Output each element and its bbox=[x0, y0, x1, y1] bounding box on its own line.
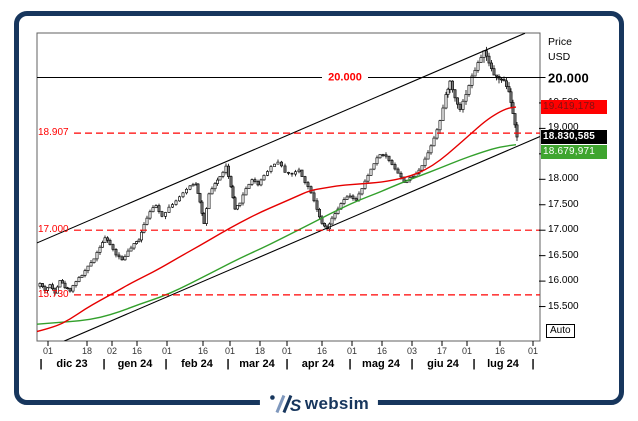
price-axis-title-line2: USD bbox=[548, 51, 571, 63]
y-tick-label-20.000: 20.000 bbox=[548, 70, 589, 85]
month-separator: | bbox=[472, 358, 476, 370]
day-tick-label: 18 bbox=[81, 345, 93, 356]
day-tick-label: 02 bbox=[106, 345, 118, 356]
plot-layers bbox=[37, 33, 540, 341]
websim-logo: S websim bbox=[259, 392, 379, 415]
y-tick-label-18.000: 18.000 bbox=[548, 173, 579, 185]
price-axis-title: Price USD bbox=[548, 35, 572, 65]
month-separator: | bbox=[285, 358, 289, 370]
price-badge-ma-fast-value: 19.419,178 bbox=[541, 100, 607, 115]
price-axis-title-line1: Price bbox=[548, 36, 572, 48]
ma-slow-line bbox=[37, 143, 517, 325]
day-tick-label: 01 bbox=[161, 345, 173, 356]
month-label-giu-24: giu 24 bbox=[427, 358, 459, 370]
channel-lower-line bbox=[63, 136, 540, 341]
level-label-17.000: 17.000 bbox=[38, 224, 69, 236]
day-tick-label: 01 bbox=[346, 345, 358, 356]
day-tick-label: 01 bbox=[281, 345, 293, 356]
month-separator: | bbox=[226, 358, 230, 370]
month-separator: | bbox=[102, 358, 106, 370]
y-tick-label-19.000: 19.000 bbox=[548, 122, 579, 134]
day-tick-label: 16 bbox=[316, 345, 328, 356]
level-label-15.730: 15.730 bbox=[38, 288, 69, 300]
month-separator: | bbox=[348, 358, 352, 370]
day-tick-label: 01 bbox=[527, 345, 539, 356]
y-tick-label-17.000: 17.000 bbox=[548, 224, 579, 236]
month-label-mar-24: mar 24 bbox=[239, 358, 275, 370]
day-tick-label: 16 bbox=[494, 345, 506, 356]
month-separator: | bbox=[164, 358, 168, 370]
month-label-apr-24: apr 24 bbox=[301, 358, 335, 370]
month-separator: | bbox=[39, 358, 43, 370]
day-tick-label: 01 bbox=[224, 345, 236, 356]
candles-layer bbox=[38, 46, 519, 296]
y-tick-label-16.000: 16.000 bbox=[548, 275, 579, 287]
day-tick-label: 17 bbox=[436, 345, 448, 356]
channel-upper-line bbox=[37, 33, 526, 244]
ma-fast-line bbox=[37, 106, 517, 333]
day-tick-label: 03 bbox=[406, 345, 418, 356]
price-badge-last-price-value: 18.830,585 bbox=[541, 130, 607, 145]
month-label-dic-23: dic 23 bbox=[56, 358, 88, 370]
price-badge-ma-slow-value: 18.679,971 bbox=[541, 145, 607, 160]
month-label-feb-24: feb 24 bbox=[181, 358, 213, 370]
day-tick-label: 01 bbox=[42, 345, 54, 356]
websim-logo-text: websim bbox=[304, 393, 370, 413]
svg-text:S: S bbox=[290, 396, 302, 415]
auto-scale-button[interactable]: Auto bbox=[546, 324, 575, 338]
y-tick-label-16.500: 16.500 bbox=[548, 249, 579, 261]
y-tick-label-17.500: 17.500 bbox=[548, 198, 579, 210]
month-separator: | bbox=[531, 358, 535, 370]
level-label-18.907: 18.907 bbox=[38, 127, 69, 139]
month-label-mag-24: mag 24 bbox=[362, 358, 400, 370]
websim-logo-mark: S bbox=[270, 394, 302, 415]
month-separator: | bbox=[410, 358, 414, 370]
level-label-20.000: 20.000 bbox=[328, 71, 362, 83]
day-tick-label: 16 bbox=[131, 345, 143, 356]
day-tick-label: 01 bbox=[461, 345, 473, 356]
day-tick-label: 16 bbox=[197, 345, 209, 356]
day-tick-label: 18 bbox=[254, 345, 266, 356]
month-label-lug-24: lug 24 bbox=[487, 358, 519, 370]
y-tick-label-15.500: 15.500 bbox=[548, 300, 579, 312]
month-label-gen-24: gen 24 bbox=[117, 358, 153, 370]
day-tick-label: 16 bbox=[376, 345, 388, 356]
